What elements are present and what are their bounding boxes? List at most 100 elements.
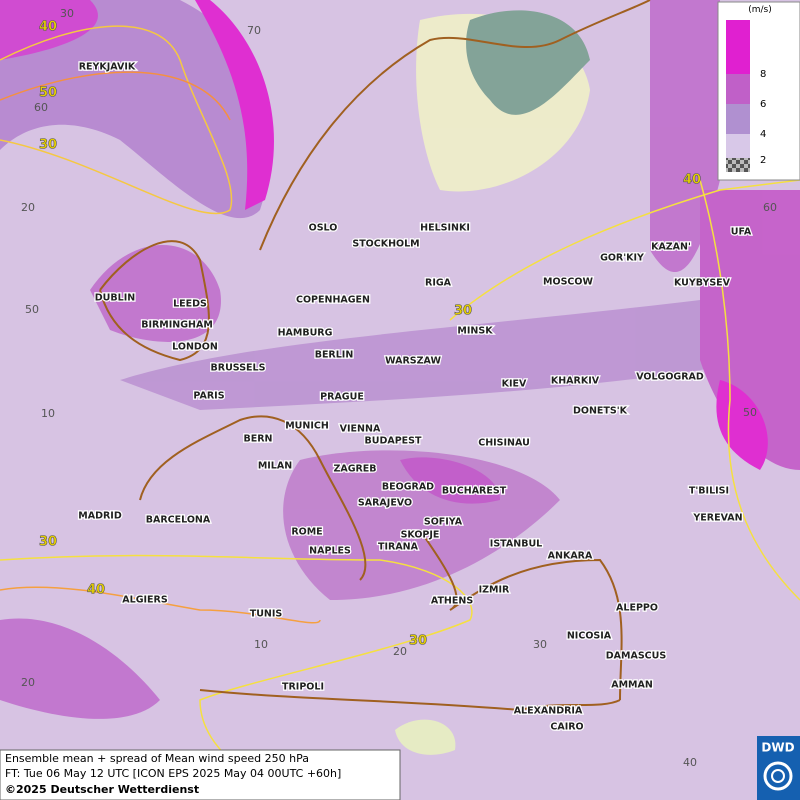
grid-label: 30 bbox=[533, 638, 547, 651]
grid-label: 60 bbox=[763, 201, 777, 214]
city-label: MADRID bbox=[78, 511, 122, 522]
grid-label: 20 bbox=[393, 645, 407, 658]
grid-label: 10 bbox=[41, 407, 55, 420]
legend-unit: (m/s) bbox=[748, 5, 772, 15]
city-label: VOLGOGRAD bbox=[636, 372, 704, 383]
coastlines bbox=[99, 0, 651, 712]
city-label: WARSZAW bbox=[385, 356, 441, 367]
wind-fields bbox=[0, 0, 800, 755]
city-label: BERN bbox=[244, 434, 273, 445]
grid-label: 50 bbox=[743, 406, 757, 419]
grid-label: 40 bbox=[683, 756, 697, 769]
city-label: LEEDS bbox=[173, 299, 207, 310]
caption-box: Ensemble mean + spread of Mean wind spee… bbox=[0, 749, 401, 800]
city-label: DONETS'K bbox=[573, 406, 628, 417]
city-label: BUDAPEST bbox=[365, 436, 422, 447]
contour-labels: 40 50 30 40 30 30 40 30 bbox=[39, 19, 702, 649]
city-label: MOSCOW bbox=[543, 277, 593, 288]
city-label: KIEV bbox=[502, 379, 527, 390]
city-label: MINSK bbox=[457, 326, 493, 337]
city-label: TUNIS bbox=[250, 609, 283, 620]
city-label: BARCELONA bbox=[146, 515, 211, 526]
city-label: SKOPJE bbox=[401, 530, 440, 541]
city-label: KAZAN' bbox=[651, 242, 691, 253]
city-label: GOR'KIY bbox=[600, 253, 644, 264]
city-label: ROME bbox=[291, 527, 322, 538]
contour-label: 30 bbox=[39, 535, 57, 550]
contour-label: 40 bbox=[87, 583, 105, 598]
city-label: LONDON bbox=[172, 342, 218, 353]
city-label: UFA bbox=[731, 227, 752, 238]
caption-line: FT: Tue 06 May 12 UTC [ICON EPS 2025 May… bbox=[5, 767, 341, 780]
city-label: CHISINAU bbox=[478, 438, 530, 449]
city-label: SOFIYA bbox=[424, 517, 463, 528]
city-label: PRAGUE bbox=[320, 392, 364, 403]
city-label: AMMAN bbox=[611, 680, 653, 691]
city-label: IZMIR bbox=[479, 585, 510, 596]
city-label: TRIPOLI bbox=[282, 682, 324, 693]
city-label: NICOSIA bbox=[567, 631, 612, 642]
city-label: ZAGREB bbox=[333, 464, 376, 475]
city-label: ATHENS bbox=[431, 596, 473, 607]
city-label: VIENNA bbox=[340, 424, 381, 435]
legend-tick-label: 4 bbox=[760, 129, 766, 140]
legend-tick-label: 2 bbox=[760, 155, 766, 166]
city-label: ISTANBUL bbox=[490, 539, 542, 550]
city-label: HAMBURG bbox=[278, 328, 333, 339]
contour-label: 30 bbox=[454, 304, 472, 319]
city-label: BEOGRAD bbox=[382, 482, 434, 493]
city-label: MUNICH bbox=[285, 421, 329, 432]
city-label: ALEPPO bbox=[616, 603, 658, 614]
city-label: DUBLIN bbox=[95, 293, 135, 304]
logo-text: DWD bbox=[761, 741, 794, 755]
grid-label: 30 bbox=[60, 7, 74, 20]
city-label: T'BILISI bbox=[689, 486, 729, 497]
grid-label: 20 bbox=[21, 676, 35, 689]
city-label: YEREVAN bbox=[692, 513, 742, 524]
city-label: COPENHAGEN bbox=[296, 295, 370, 306]
caption-line: Ensemble mean + spread of Mean wind spee… bbox=[5, 752, 309, 765]
city-label: DAMASCUS bbox=[606, 651, 667, 662]
logo: DWD bbox=[757, 736, 800, 800]
city-label: STOCKHOLM bbox=[352, 239, 419, 250]
city-label: CAIRO bbox=[550, 722, 583, 733]
city-label: REYKJAVIK bbox=[79, 62, 136, 73]
city-label: OSLO bbox=[309, 223, 338, 234]
city-label: ALGIERS bbox=[122, 595, 168, 606]
grid-label: 60 bbox=[34, 101, 48, 114]
grid-label: 10 bbox=[254, 638, 268, 651]
legend-tick-label: 8 bbox=[760, 69, 766, 80]
city-label: KUYBYSEV bbox=[674, 278, 731, 289]
legend-swatch bbox=[726, 74, 750, 104]
legend-swatch bbox=[726, 134, 750, 158]
city-label: RIGA bbox=[425, 278, 452, 289]
city-labels: REYKJAVIK DUBLIN LEEDS BIRMINGHAM LONDON BRUS… bbox=[77, 60, 753, 734]
legend-swatch bbox=[726, 20, 750, 74]
city-label: NAPLES bbox=[309, 546, 351, 557]
contour-label: 40 bbox=[39, 20, 57, 35]
caption-line: ©2025 Deutscher Wetterdienst bbox=[5, 783, 199, 796]
legend-tick-label: 6 bbox=[760, 99, 766, 110]
legend-swatch bbox=[726, 104, 750, 134]
city-label: ALEXANDRIA bbox=[514, 706, 583, 717]
isotachs bbox=[0, 25, 800, 761]
legend: (m/s) 8 6 4 2 bbox=[717, 1, 800, 181]
city-label: BERLIN bbox=[315, 350, 354, 361]
city-label: BUCHAREST bbox=[442, 486, 507, 497]
legend-swatch bbox=[726, 158, 750, 172]
contour-label: 30 bbox=[39, 138, 57, 153]
city-label: MILAN bbox=[258, 461, 292, 472]
city-label: HELSINKI bbox=[420, 223, 470, 234]
grid-label: 20 bbox=[21, 201, 35, 214]
grid-label: 70 bbox=[247, 24, 261, 37]
grid-label: 50 bbox=[25, 303, 39, 316]
city-label: ANKARA bbox=[548, 551, 593, 562]
city-label: SARAJEVO bbox=[358, 498, 412, 509]
city-label: BIRMINGHAM bbox=[141, 320, 213, 331]
contour-label: 50 bbox=[39, 86, 57, 101]
city-label: TIRANA bbox=[378, 542, 419, 553]
city-label: PARIS bbox=[193, 391, 224, 402]
contour-label: 30 bbox=[409, 634, 427, 649]
